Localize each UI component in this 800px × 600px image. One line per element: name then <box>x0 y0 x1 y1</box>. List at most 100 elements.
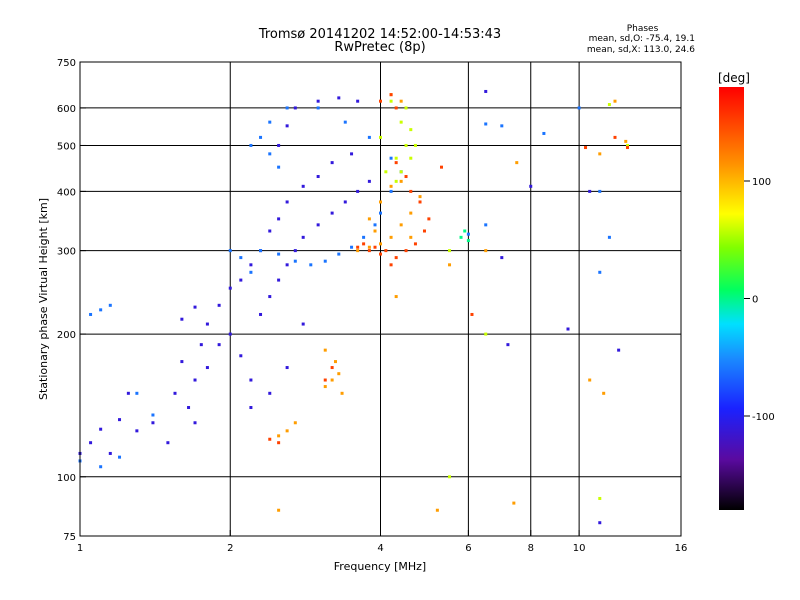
data-point <box>228 286 232 290</box>
data-point <box>625 146 629 150</box>
data-point <box>362 242 366 246</box>
data-point <box>379 252 382 256</box>
data-point <box>330 366 334 370</box>
data-point <box>333 360 337 364</box>
y-axis-label: Stationary phase Virtual Height [km] <box>37 198 50 400</box>
colorbar-tick-label: 0 <box>752 295 758 306</box>
data-point <box>463 229 467 233</box>
data-point <box>89 441 93 445</box>
data-point <box>277 165 281 169</box>
y-tick-label: 400 <box>57 187 76 198</box>
data-point <box>239 278 243 282</box>
stats-title: Phases <box>626 24 659 34</box>
data-point <box>135 429 139 433</box>
data-point <box>607 103 611 107</box>
data-point <box>217 303 221 307</box>
data-point <box>625 143 629 147</box>
x-tick-label: 6 <box>465 543 471 554</box>
colorbar-tick-label: 100 <box>752 177 771 188</box>
data-point <box>99 427 103 431</box>
data-point <box>389 263 393 267</box>
data-point <box>409 128 413 132</box>
data-point <box>356 249 360 253</box>
data-point <box>484 122 488 126</box>
data-point <box>337 252 341 256</box>
data-point <box>506 343 510 347</box>
data-point <box>199 343 203 347</box>
data-point <box>484 332 488 336</box>
data-point <box>343 200 347 204</box>
data-point <box>350 152 354 156</box>
data-point <box>108 451 112 455</box>
data-point <box>277 441 281 445</box>
data-point <box>118 455 122 459</box>
data-point <box>389 235 393 239</box>
data-point <box>484 89 488 93</box>
data-point <box>277 217 281 221</box>
data-point <box>285 429 289 433</box>
data-point <box>399 170 403 174</box>
data-point <box>515 161 519 165</box>
data-point <box>584 146 588 150</box>
data-point <box>373 223 377 227</box>
data-point <box>285 366 289 370</box>
chart-subtitle: RwPretec (8p) <box>334 40 426 55</box>
data-point <box>330 378 334 382</box>
data-point <box>394 295 398 299</box>
data-point <box>399 99 403 103</box>
data-point <box>484 223 488 227</box>
data-point <box>249 263 253 267</box>
data-point <box>389 156 393 160</box>
data-point <box>598 189 602 193</box>
data-point <box>277 434 281 438</box>
data-point <box>343 120 347 124</box>
data-point <box>466 232 470 236</box>
data-point <box>588 378 592 382</box>
stats-o-mode: mean, sd,O: -75.4, 19.1 <box>588 34 695 44</box>
x-tick-label: 4 <box>377 543 383 554</box>
data-point <box>285 200 289 204</box>
data-point <box>277 508 281 512</box>
data-point <box>367 217 371 221</box>
data-point <box>389 99 393 103</box>
data-point <box>166 441 170 445</box>
data-point <box>89 312 93 316</box>
data-point <box>422 229 426 233</box>
data-point <box>239 256 243 260</box>
data-point <box>173 391 177 395</box>
data-point <box>323 378 327 382</box>
data-point <box>389 189 393 193</box>
data-point <box>404 106 408 110</box>
data-point <box>394 161 398 165</box>
data-point <box>448 475 452 479</box>
data-point <box>362 235 366 239</box>
colorbar-tick-label: -100 <box>752 412 775 423</box>
data-point <box>126 391 130 395</box>
data-point <box>399 223 403 227</box>
data-point <box>379 99 382 103</box>
y-tick-label: 750 <box>57 58 76 69</box>
data-point <box>512 501 516 505</box>
data-point <box>330 211 334 215</box>
data-point <box>135 391 139 395</box>
data-point <box>187 406 191 410</box>
data-point <box>484 249 488 253</box>
x-axis-label: Frequency [MHz] <box>334 560 426 573</box>
data-point <box>277 143 281 147</box>
data-point <box>624 139 628 143</box>
data-point <box>268 229 272 233</box>
data-point <box>277 252 281 256</box>
data-point <box>617 348 621 352</box>
data-point <box>542 131 546 135</box>
data-point <box>249 143 253 147</box>
x-tick-label: 10 <box>573 543 586 554</box>
x-tick-label: 2 <box>227 543 233 554</box>
data-point <box>399 120 403 124</box>
data-point <box>99 465 103 469</box>
chart-title: Tromsø 20141202 14:52:00-14:53:43 <box>258 27 502 42</box>
data-point <box>285 106 289 110</box>
data-point <box>470 312 474 316</box>
data-point <box>316 175 320 179</box>
colorbar <box>719 87 744 510</box>
y-tick-label: 200 <box>57 330 76 341</box>
